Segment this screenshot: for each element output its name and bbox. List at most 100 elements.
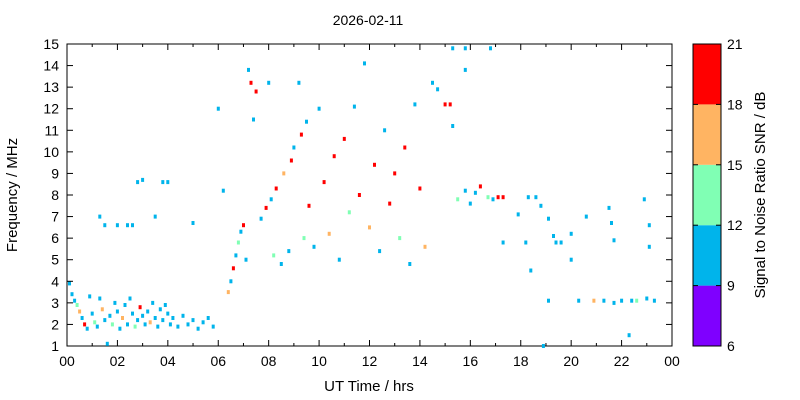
data-point	[196, 326, 200, 331]
data-point	[347, 210, 351, 215]
data-point	[252, 117, 255, 122]
data-point	[299, 132, 303, 137]
data-point	[569, 257, 573, 262]
data-point	[491, 197, 495, 202]
data-point	[552, 234, 555, 238]
data-point	[423, 244, 427, 249]
data-point	[234, 253, 238, 258]
data-point	[264, 205, 268, 210]
data-point	[478, 184, 482, 189]
data-point	[559, 240, 563, 245]
data-point	[90, 311, 94, 316]
data-point	[100, 307, 104, 312]
data-point	[216, 106, 220, 111]
y-tick-label: 15	[43, 36, 59, 52]
data-point	[393, 171, 397, 176]
x-tick-label: 08	[261, 353, 277, 369]
data-point	[254, 89, 258, 94]
data-point	[118, 326, 122, 331]
data-point	[166, 180, 170, 185]
data-point	[98, 214, 102, 219]
colorbar-tick-label: 15	[727, 157, 743, 173]
y-tick-label: 4	[51, 273, 59, 289]
data-point	[75, 303, 79, 307]
data-point	[133, 324, 137, 329]
data-point	[259, 216, 263, 221]
data-point	[337, 257, 341, 262]
data-point	[448, 102, 452, 107]
data-point	[131, 223, 134, 228]
data-point	[388, 201, 392, 206]
data-point	[274, 186, 278, 191]
data-point	[269, 197, 273, 202]
data-point	[126, 223, 129, 228]
data-point	[166, 311, 170, 316]
colorbar-label: Signal to Noise Ratio SNR / dB	[752, 92, 769, 299]
data-point	[136, 318, 140, 323]
y-tick-label: 3	[51, 295, 59, 311]
data-point	[368, 225, 371, 230]
data-point	[221, 188, 225, 193]
data-point	[332, 154, 336, 159]
data-point	[516, 212, 520, 217]
data-point	[451, 46, 455, 51]
colorbar-tick-label: 21	[727, 36, 743, 52]
data-point	[247, 67, 250, 72]
data-point	[305, 119, 308, 124]
data-point	[292, 145, 296, 150]
data-point	[163, 303, 167, 307]
data-point	[287, 249, 291, 254]
data-point	[534, 195, 538, 200]
data-point	[279, 262, 283, 266]
data-point	[413, 102, 417, 107]
data-point	[88, 294, 92, 299]
data-point	[451, 124, 455, 128]
y-tick-label: 12	[43, 101, 59, 117]
data-point	[68, 281, 71, 286]
x-tick-label: 10	[311, 353, 327, 369]
data-point	[403, 145, 407, 150]
data-point	[95, 324, 99, 329]
data-point	[456, 197, 460, 202]
data-point	[630, 298, 634, 303]
y-tick-label: 9	[51, 165, 59, 181]
y-tick-label: 7	[51, 209, 59, 225]
data-point	[468, 201, 472, 206]
data-point	[383, 128, 387, 133]
data-point	[123, 303, 127, 307]
x-tick-label: 18	[513, 353, 529, 369]
data-point	[272, 253, 276, 258]
colorbar-tick-label: 18	[727, 96, 743, 112]
y-tick-label: 10	[43, 144, 59, 160]
data-point	[153, 214, 157, 219]
colorbar-band	[693, 44, 721, 105]
x-tick-label: 20	[563, 353, 579, 369]
x-tick-group: 00 02 04 06 08 10 12 14 16 18 20 22 00	[59, 44, 680, 369]
data-point	[126, 322, 129, 327]
y-tick-label: 5	[51, 252, 59, 268]
data-point	[607, 205, 611, 210]
data-point	[148, 320, 152, 325]
data-point	[584, 214, 588, 219]
data-point	[642, 197, 646, 202]
data-point	[105, 341, 109, 346]
x-tick-label: 16	[463, 353, 479, 369]
data-point	[83, 322, 87, 327]
data-point	[191, 318, 195, 323]
data-point	[236, 240, 240, 245]
data-point	[80, 316, 84, 320]
data-point	[342, 136, 346, 141]
data-point	[168, 322, 172, 327]
data-point	[161, 318, 165, 323]
data-point	[239, 229, 243, 234]
data-point	[93, 320, 97, 325]
data-point	[242, 223, 245, 228]
data-point	[297, 80, 301, 85]
y-tick-label: 8	[51, 187, 59, 203]
data-point	[418, 186, 422, 191]
data-point	[496, 195, 500, 200]
data-point	[282, 171, 286, 176]
data-point	[327, 231, 331, 236]
